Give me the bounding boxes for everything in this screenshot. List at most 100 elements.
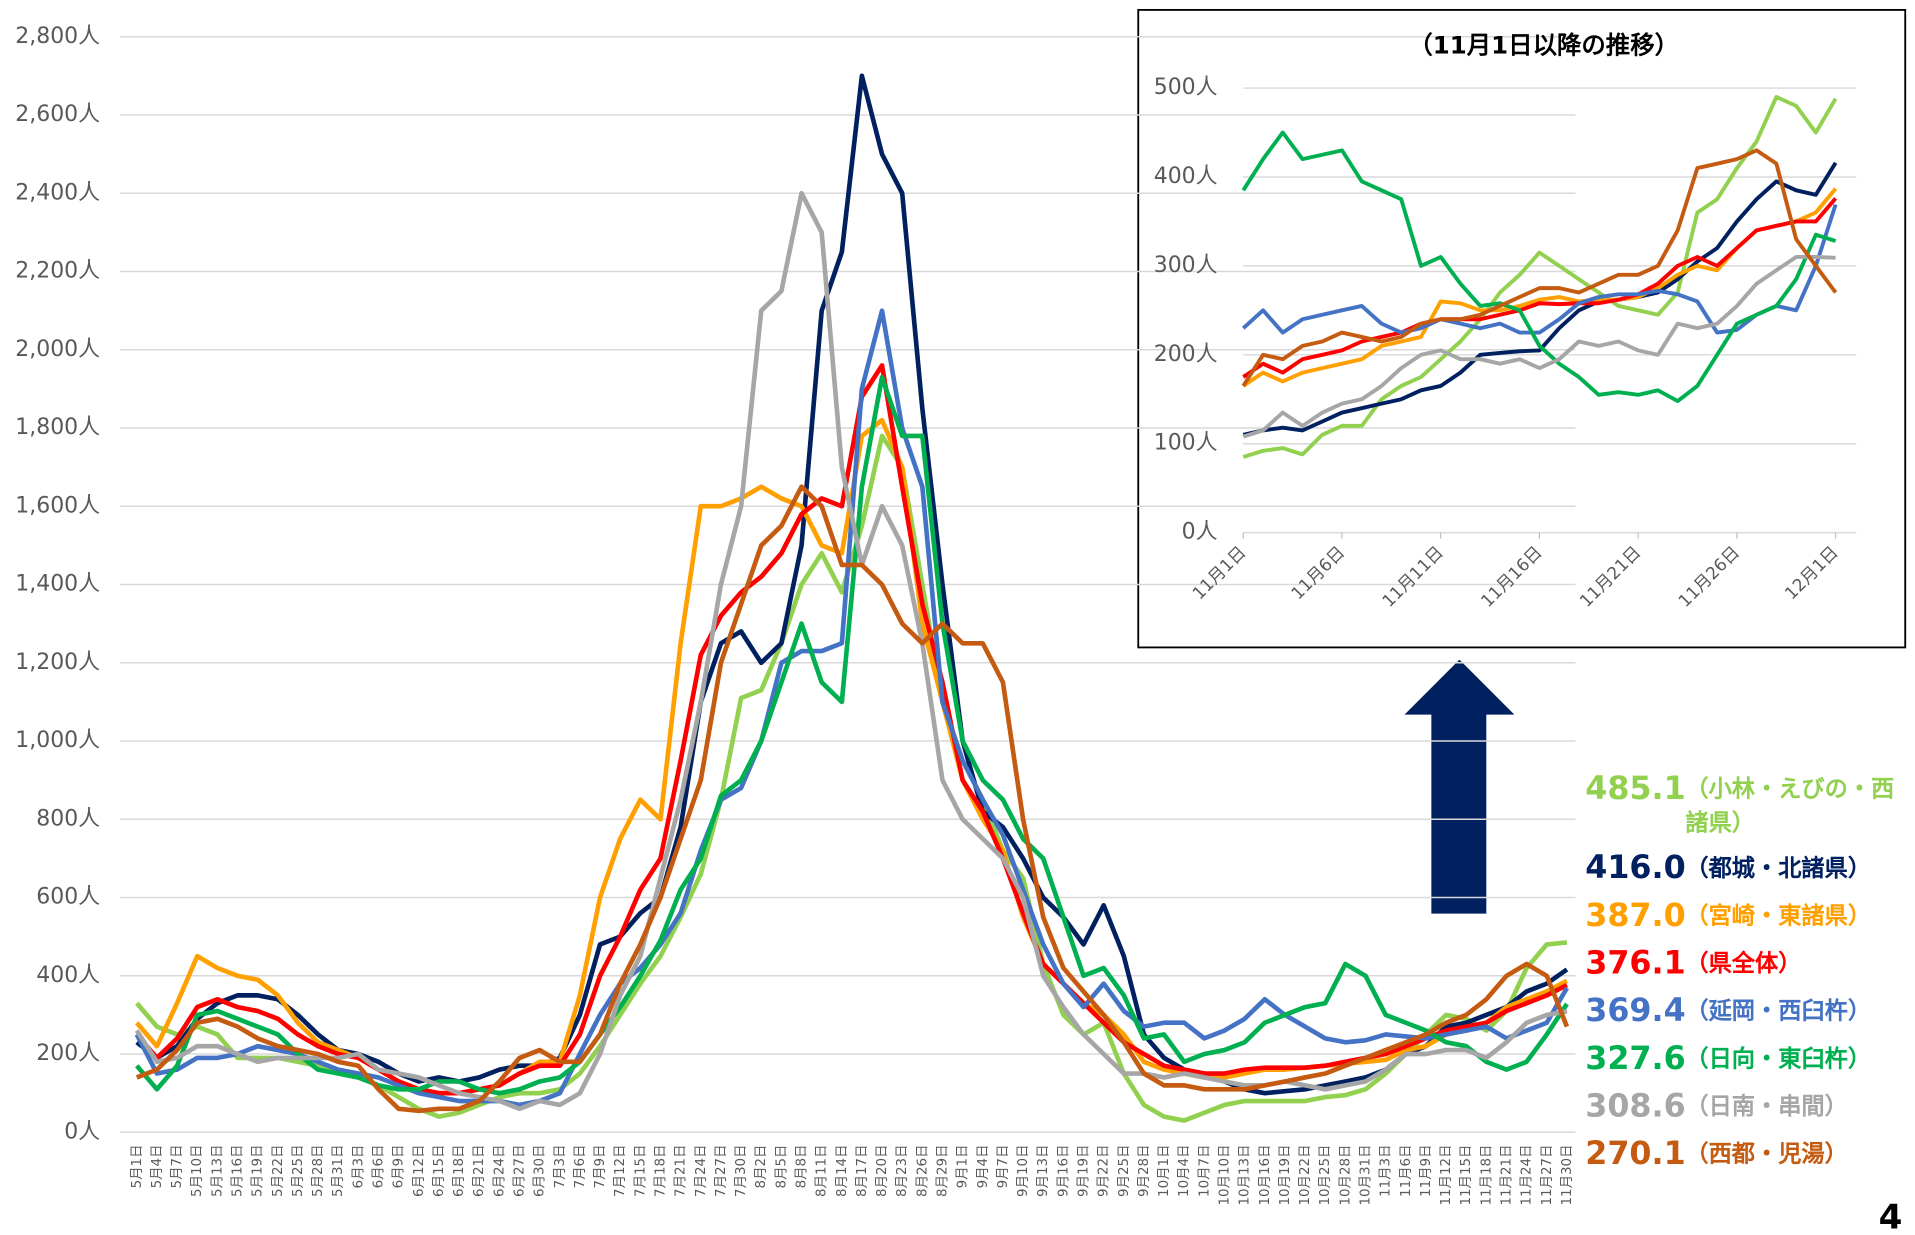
- x-tick-label: 10月7日: [1197, 1144, 1212, 1196]
- x-tick-label: 11月30日: [1560, 1144, 1575, 1205]
- x-tick-label: 6月27日: [513, 1144, 528, 1196]
- arrow: [1404, 659, 1515, 914]
- series-line: [1242, 95, 1838, 459]
- x-tick-label: 7月18日: [654, 1144, 669, 1196]
- x-tick-label: 10月22日: [1298, 1144, 1313, 1205]
- legend-label: （宮崎・東諸県）: [1685, 902, 1872, 930]
- y-tick-label: 500人: [1154, 75, 1218, 100]
- y-tick-label: 1,800人: [15, 415, 100, 440]
- legend-item: 369.4 （延岡・西臼杵）: [1585, 992, 1915, 1031]
- x-tick-label: 11月3日: [1379, 1144, 1394, 1196]
- x-tick-label: 9月19日: [1077, 1144, 1092, 1196]
- x-tick-label: 10月13日: [1238, 1144, 1253, 1205]
- y-tick-label: 400人: [36, 963, 100, 988]
- x-tick-label: 7月6日: [573, 1144, 588, 1188]
- x-tick-label: 8月5日: [774, 1144, 789, 1188]
- x-tick-label: 5月4日: [150, 1144, 165, 1188]
- x-tick-label: 8月17日: [855, 1144, 870, 1196]
- x-tick-label: 9月10日: [1016, 1144, 1031, 1196]
- x-tick-label: 6月9日: [392, 1144, 407, 1188]
- x-tick-label: 6月18日: [452, 1144, 467, 1196]
- x-tick-label: 5月22日: [271, 1144, 286, 1196]
- x-tick-label: 7月24日: [694, 1144, 709, 1196]
- x-tick-label: 6月21日: [472, 1144, 487, 1196]
- x-tick-label: 8月23日: [895, 1144, 910, 1196]
- x-tick-label: 7月12日: [613, 1144, 628, 1196]
- x-tick-label: 8月26日: [915, 1144, 930, 1196]
- x-tick-label: 6月15日: [432, 1144, 447, 1196]
- x-tick-label: 11月27日: [1540, 1144, 1555, 1205]
- legend-value: 308.6: [1585, 1088, 1686, 1125]
- x-tick-label: 11月18日: [1479, 1144, 1494, 1205]
- x-tick-label: 6月24日: [492, 1144, 507, 1196]
- y-tick-label: 2,600人: [15, 102, 100, 127]
- y-tick-label: 2,200人: [15, 259, 100, 284]
- series-line: [1242, 161, 1838, 437]
- series-line: [1242, 255, 1836, 439]
- x-tick-label: 8月20日: [875, 1144, 890, 1196]
- legend-value: 327.6: [1585, 1040, 1686, 1078]
- x-tick-label: 11月15日: [1459, 1144, 1474, 1205]
- x-tick-label: 5月13日: [210, 1144, 225, 1196]
- x-tick-label: 8月8日: [795, 1144, 810, 1188]
- legend-label: （都城・北諸県）: [1685, 855, 1872, 882]
- x-tick-label: 7月27日: [714, 1144, 729, 1196]
- legend-value: 369.4: [1585, 993, 1686, 1030]
- legend-item: 327.6 （日向・東臼杵）: [1585, 1039, 1915, 1078]
- y-tick-label: 600人: [36, 885, 100, 910]
- legend-label: （県全体）: [1685, 950, 1802, 978]
- x-tick-label: 7月9日: [593, 1144, 608, 1188]
- x-tick-label: 9月28日: [1137, 1144, 1152, 1196]
- x-tick-label: 10月10日: [1218, 1144, 1233, 1205]
- legend-label: （日南・串間）: [1685, 1093, 1848, 1121]
- series-line: [1241, 148, 1838, 387]
- legend-value: 270.1: [1585, 1135, 1686, 1173]
- x-tick-label: 11月21日: [1500, 1144, 1515, 1205]
- legend-value: 416.0: [1585, 850, 1686, 887]
- x-tick-label: 9月13日: [1036, 1144, 1051, 1196]
- y-tick-label: 200人: [36, 1041, 100, 1066]
- y-tick-label: 300人: [1154, 253, 1218, 278]
- y-tick-label: 800人: [36, 806, 100, 831]
- legend-value: 387.0: [1585, 897, 1686, 935]
- series-line: [1242, 197, 1838, 379]
- x-tick-label: 9月1日: [956, 1144, 971, 1188]
- chart-title: （11月1日以降の推移）: [1408, 31, 1679, 60]
- x-tick-label: 5月7日: [170, 1144, 185, 1188]
- legend-item: 416.0 （都城・北諸県）: [1585, 849, 1915, 888]
- page-number: 4: [1879, 1197, 1903, 1235]
- x-tick-label: 8月11日: [815, 1144, 830, 1196]
- x-tick-label: 9月25日: [1117, 1144, 1132, 1196]
- x-tick-label: 5月16日: [231, 1144, 246, 1196]
- y-tick-label: 2,800人: [15, 24, 100, 49]
- x-tick-label: 11月12日: [1439, 1144, 1454, 1205]
- x-tick-label: 5月25日: [291, 1144, 306, 1196]
- x-tick-label: 6月6日: [372, 1144, 387, 1188]
- series-line: [134, 190, 1568, 1112]
- legend: 485.1 （小林・えびの・西諸県） 416.0 （都城・北諸県） 387.0 （宮崎・東…: [1585, 770, 1915, 1174]
- legend-label: （西都・児湯）: [1685, 1140, 1848, 1168]
- series-line: [1241, 203, 1838, 335]
- x-tick-label: 7月30日: [734, 1144, 749, 1196]
- x-tick-label: 6月3日: [351, 1144, 366, 1188]
- x-tick-label: 7月3日: [553, 1144, 568, 1188]
- legend-item: 308.6 （日南・串間）: [1585, 1087, 1915, 1126]
- x-tick-label: 9月4日: [976, 1144, 991, 1188]
- legend-label: （日向・東臼杵）: [1685, 1045, 1872, 1073]
- x-tick-label: 5月28日: [311, 1144, 326, 1196]
- x-tick-label: 10月28日: [1338, 1144, 1353, 1205]
- y-tick-label: 1,200人: [15, 650, 100, 675]
- y-tick-label: 0人: [64, 1119, 100, 1144]
- x-tick-label: 9月22日: [1097, 1144, 1112, 1196]
- legend-label: （小林・えびの・西諸県）: [1685, 775, 1895, 837]
- y-tick-label: 100人: [1154, 431, 1218, 456]
- legend-item: 485.1 （小林・えびの・西諸県）: [1585, 770, 1915, 841]
- legend-item: 387.0 （宮崎・東諸県）: [1585, 897, 1915, 936]
- x-tick-label: 8月14日: [835, 1144, 850, 1196]
- x-tick-label: 6月30日: [533, 1144, 548, 1196]
- x-tick-label: 5月1日: [130, 1144, 145, 1188]
- x-tick-label: 11月6日: [1399, 1144, 1414, 1196]
- x-tick-label: 9月16日: [1056, 1144, 1071, 1196]
- inset-frame: [1137, 8, 1907, 649]
